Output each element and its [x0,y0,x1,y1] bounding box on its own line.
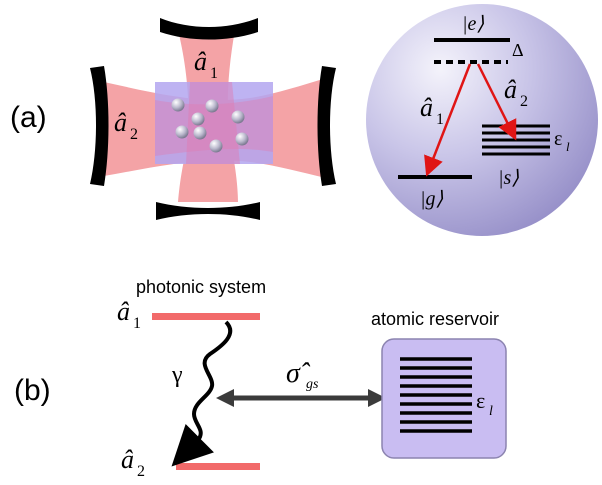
coupling-arrowhead-right [368,389,386,407]
storage-state-label: |s⟩ [498,167,519,189]
ground-state-label: |g⟩ [420,188,443,210]
mode1-level [152,313,260,320]
transition1-operator: â [420,93,433,122]
mode1-operator: â [117,297,130,326]
reservoir-band-symbol: ε [476,388,485,413]
transition2-operator: â [504,75,517,104]
cavity-setup: â 1 â 2 [90,18,336,220]
mode2-subscript: 2 [130,126,138,143]
atom [231,110,245,124]
mirror-right [317,66,336,186]
mode2-operator: â [114,108,127,137]
mode1-operator: â [194,47,207,76]
mirror-left [90,66,109,186]
atom [235,132,249,146]
reservoir-band [400,357,472,433]
mirror-top [160,18,258,40]
reservoir-box [381,338,507,459]
beam-overlap [186,82,240,164]
atom [171,98,185,112]
panel-b: (b) photonic system â 1 â 2 γ σ̂ gs atom… [14,277,507,480]
transition2-arrow [476,63,517,141]
mode2-subscript: 2 [137,463,145,480]
detuning-label: Δ [512,40,524,60]
panel-a: (a) [10,4,598,236]
reservoir-band-subscript: l [489,404,493,419]
atom [191,112,205,126]
atoms [171,98,249,153]
decay-arrow [171,320,233,467]
decay-rate-label: γ [171,362,183,388]
mirror-bottom [156,202,260,220]
mode2-level [176,463,260,470]
mode1-subscript: 1 [133,315,141,332]
transition1-subscript: 1 [436,111,444,128]
transition1-arrow [424,63,472,177]
panel-a-label: (a) [10,101,47,134]
atom [205,99,219,113]
coupling-subscript: gs [306,377,319,392]
reservoir-label: atomic reservoir [371,309,499,329]
mode1-subscript: 1 [210,65,218,82]
excited-state-label: |e⟩ [462,13,484,35]
band-subscript: l [566,139,570,154]
panel-b-label: (b) [14,374,51,407]
band-symbol: ε [554,128,562,150]
mode2-operator: â [121,445,134,474]
photonic-system-label: photonic system [136,277,266,297]
level-scheme: |e⟩ Δ |g⟩ ε l |s⟩ â 1 â 2 [366,4,598,236]
atom [209,139,223,153]
atom [193,126,207,140]
coupling-arrowhead-left [216,389,234,407]
atom [175,125,189,139]
transition2-subscript: 2 [520,93,528,110]
